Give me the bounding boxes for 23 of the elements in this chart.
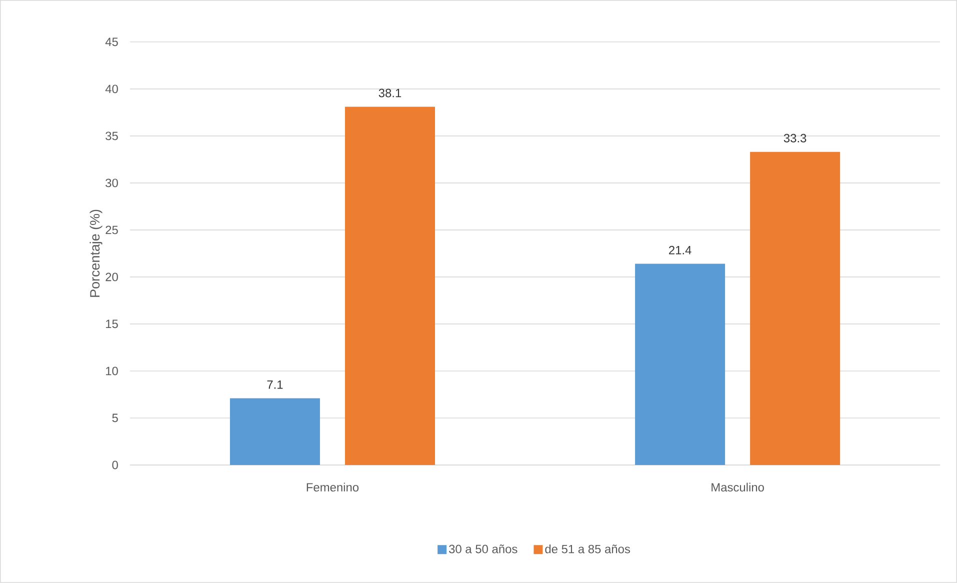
bar bbox=[750, 152, 840, 466]
y-tick-label: 35 bbox=[106, 132, 118, 140]
y-tick-label: 20 bbox=[106, 272, 118, 282]
y-tick-label: 5 bbox=[112, 414, 118, 422]
y-axis-title: Porcentaje (%) bbox=[90, 210, 102, 297]
data-label: 33.3 bbox=[784, 134, 806, 142]
y-tick-label: 10 bbox=[106, 366, 118, 376]
y-tick-label: 45 bbox=[105, 38, 118, 46]
y-tick-label: 30 bbox=[106, 178, 118, 188]
legend-label: 30 a 50 años bbox=[449, 544, 518, 554]
data-label: 7.1 bbox=[267, 380, 283, 389]
bar bbox=[635, 264, 726, 466]
legend-label: de 51 a 85 años bbox=[545, 544, 630, 554]
bar bbox=[344, 106, 435, 466]
data-label: 21.4 bbox=[669, 246, 692, 254]
x-tick-label: Masculino bbox=[712, 482, 764, 492]
x-tick-label: Femenino bbox=[306, 482, 359, 492]
y-tick-label: 25 bbox=[106, 226, 118, 234]
y-tick-label: 0 bbox=[112, 460, 118, 470]
y-tick-label: 15 bbox=[106, 320, 118, 328]
y-tick-label: 40 bbox=[105, 84, 118, 94]
bar bbox=[230, 398, 320, 466]
data-label: 38.1 bbox=[378, 88, 402, 98]
